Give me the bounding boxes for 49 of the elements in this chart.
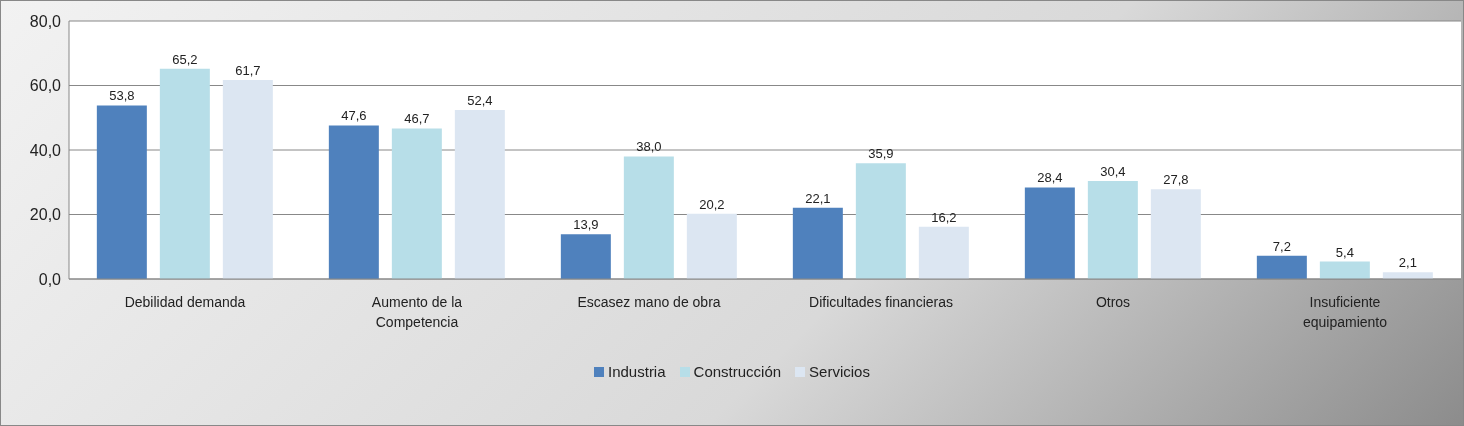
bar: [96, 105, 147, 279]
bar: [855, 163, 906, 279]
bar: [792, 207, 843, 279]
legend-label: Industria: [608, 363, 666, 380]
bar: [222, 80, 273, 279]
bar: [686, 213, 737, 279]
bar: [328, 125, 379, 279]
data-label: 7,2: [1272, 238, 1291, 254]
bar: [1319, 261, 1370, 279]
y-tick-label: 20,0: [29, 206, 62, 224]
data-label: 30,4: [1100, 163, 1126, 179]
bar: [1024, 187, 1075, 279]
data-label: 65,2: [172, 51, 198, 67]
bar: [391, 128, 442, 279]
data-label: 27,8: [1163, 172, 1189, 188]
x-tick-label: Aumento de la Competencia: [371, 294, 463, 330]
data-label: 46,7: [404, 111, 430, 127]
data-label: 16,2: [931, 209, 957, 225]
bar: [1256, 255, 1307, 279]
bar: [623, 156, 674, 279]
data-label: 2,1: [1398, 255, 1417, 271]
bar: [1087, 180, 1138, 279]
y-tick-label: 40,0: [29, 141, 62, 159]
data-label: 38,0: [636, 139, 662, 155]
bar: [454, 110, 505, 279]
x-tick-label: Debilidad demanda: [124, 294, 246, 310]
bar: [918, 226, 969, 279]
data-label: 47,6: [341, 108, 367, 124]
x-tick-label: Dificultades financieras: [809, 294, 953, 310]
legend-label: Construcción: [693, 363, 782, 380]
data-label: 35,9: [868, 146, 894, 162]
data-label: 22,1: [805, 190, 831, 206]
x-tick-label: Insuficiente equipamiento: [1302, 294, 1388, 330]
bar: [1150, 189, 1201, 279]
data-label: 52,4: [467, 93, 493, 109]
y-tick-label: 60,0: [29, 77, 62, 95]
legend-label: Servicios: [809, 363, 870, 380]
data-label: 53,8: [109, 88, 135, 104]
y-tick-label: 80,0: [29, 12, 62, 30]
x-tick-label: Otros: [1095, 294, 1131, 310]
data-label: 20,2: [699, 196, 725, 212]
data-label: 61,7: [235, 63, 261, 79]
x-tick-label: Escasez mano de obra: [577, 294, 721, 310]
bar: [560, 234, 611, 279]
data-label: 5,4: [1335, 244, 1354, 260]
data-label: 13,9: [573, 217, 599, 233]
data-label: 28,4: [1037, 170, 1063, 186]
y-tick-label: 0,0: [38, 270, 62, 288]
bar: [159, 68, 210, 279]
